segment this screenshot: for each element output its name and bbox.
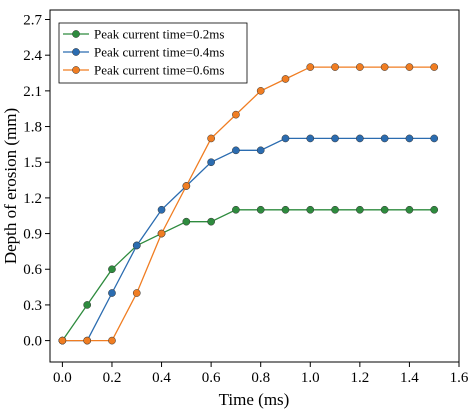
data-point: [281, 75, 290, 83]
plot-frame: [49, 9, 460, 363]
data-point: [157, 205, 166, 214]
data-point: [430, 63, 439, 71]
y-tick-label: 1.8: [23, 120, 42, 136]
x-axis-title: Time (ms): [219, 390, 290, 409]
legend-label: Peak current time=0.4ms: [94, 45, 224, 60]
y-tick-label: 1.5: [23, 155, 42, 171]
x-tick-label: 1.6: [450, 370, 469, 386]
x-tick-label: 1.4: [400, 370, 419, 386]
y-tick-label: 0.0: [23, 334, 42, 350]
data-point: [355, 63, 364, 71]
x-tick-label: 0.6: [202, 370, 221, 386]
y-tick-label: 2.7: [23, 13, 42, 29]
y-tick-label: 0.3: [23, 298, 42, 314]
x-tick-label: 0.0: [53, 370, 72, 386]
data-point: [331, 63, 339, 71]
legend-label: Peak current time=0.6ms: [94, 63, 224, 78]
data-point: [108, 336, 116, 345]
data-point: [207, 134, 215, 143]
data-point: [281, 205, 290, 214]
data-point: [355, 205, 364, 214]
data-point: [83, 336, 92, 345]
data-point: [132, 241, 141, 250]
data-point: [108, 265, 116, 274]
x-tick-label: 0.8: [251, 370, 270, 386]
data-point: [157, 229, 166, 238]
data-point: [430, 134, 439, 143]
x-tick-label: 0.2: [103, 370, 122, 386]
series-line: [62, 137, 435, 342]
data-point: [256, 205, 265, 214]
data-point: [331, 134, 339, 143]
series-layer: [58, 63, 439, 345]
data-point: [306, 134, 315, 143]
legend-marker: [72, 66, 80, 74]
series-line: [62, 66, 435, 342]
data-point: [232, 205, 240, 214]
ticks-layer: 0.0 0.2 0.4 0.6 0.8 1.0 1.2 1.4 1.6 0.0 0.3 0.6 0.9 1…: [23, 13, 469, 386]
legend-marker: [72, 30, 80, 38]
x-tick-label: 0.4: [152, 370, 171, 386]
legend: Peak current time=0.2ms Peak current time…: [58, 22, 248, 84]
data-point: [256, 87, 265, 95]
data-point: [207, 158, 215, 167]
data-point: [232, 146, 240, 155]
data-point: [380, 205, 389, 214]
data-point: [108, 289, 116, 297]
series-line: [61, 209, 435, 341]
data-point: [430, 205, 439, 214]
data-point: [405, 63, 414, 71]
data-point: [132, 289, 141, 297]
data-point: [182, 217, 191, 226]
data-point: [405, 134, 414, 143]
y-tick-label: 2.1: [23, 84, 42, 100]
data-point: [405, 205, 414, 214]
y-axis-title: Depth of erosion (mm): [1, 108, 20, 264]
legend-marker: [72, 48, 80, 56]
x-tick-label: 1.0: [301, 370, 320, 386]
data-point: [207, 217, 215, 226]
legend-label: Peak current time=0.2ms: [94, 27, 224, 42]
y-tick-label: 2.4: [23, 48, 42, 64]
data-point: [281, 134, 290, 143]
data-point: [58, 336, 67, 345]
data-point: [83, 301, 92, 309]
data-point: [331, 205, 339, 214]
y-tick-label: 1.2: [23, 191, 42, 207]
data-point: [232, 110, 240, 119]
data-point: [306, 63, 315, 71]
data-point: [380, 134, 389, 143]
data-point: [182, 182, 191, 190]
data-point: [355, 134, 364, 143]
x-tick-label: 1.2: [350, 370, 369, 386]
y-tick-label: 0.6: [23, 262, 42, 278]
data-point: [256, 146, 265, 155]
y-tick-label: 0.9: [23, 227, 42, 243]
data-point: [380, 63, 389, 71]
legend-box: [58, 22, 248, 84]
data-point: [306, 205, 315, 214]
